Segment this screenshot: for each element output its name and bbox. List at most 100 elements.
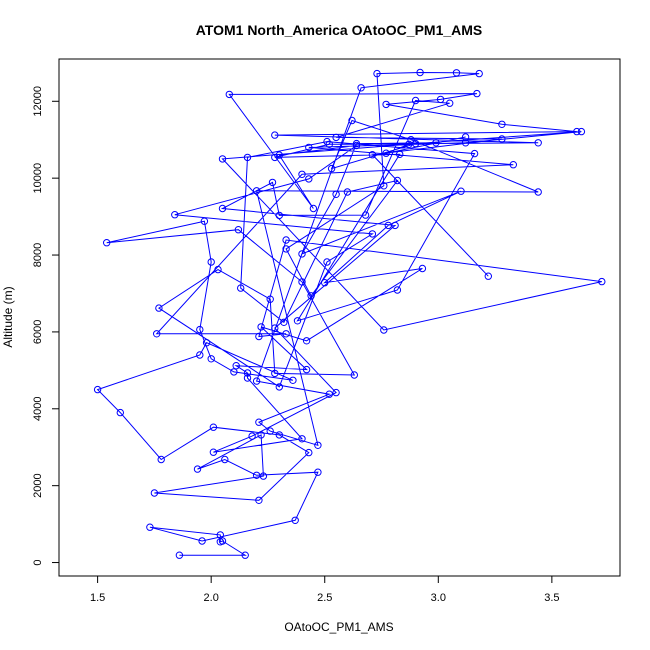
data-point bbox=[332, 190, 340, 199]
data-point bbox=[255, 418, 263, 426]
data-point bbox=[350, 371, 358, 379]
data-point bbox=[307, 292, 315, 300]
x-axis: 1.5 2.0 2.5 3.0 3.5 bbox=[90, 575, 560, 604]
data-point bbox=[436, 95, 445, 104]
data-point bbox=[271, 369, 279, 378]
data-point bbox=[234, 226, 243, 234]
data-point bbox=[282, 236, 290, 244]
data-point bbox=[298, 250, 306, 258]
data-point bbox=[461, 139, 470, 147]
data-point bbox=[255, 332, 263, 341]
data-point bbox=[237, 284, 245, 292]
data-point bbox=[509, 161, 517, 169]
data-point bbox=[268, 178, 277, 187]
data-point bbox=[352, 139, 361, 148]
y-axis: 0 2000 4000 6000 8000 10000 12000 bbox=[32, 86, 60, 566]
data-point bbox=[243, 369, 252, 377]
data-point bbox=[243, 153, 252, 162]
data-point bbox=[373, 69, 381, 78]
data-point bbox=[298, 278, 306, 286]
data-point bbox=[171, 211, 179, 219]
data-point bbox=[357, 84, 365, 92]
data-point bbox=[598, 277, 606, 286]
y-tick-label: 0 bbox=[32, 559, 44, 565]
data-point bbox=[393, 176, 402, 185]
data-point bbox=[418, 264, 427, 273]
data-point bbox=[305, 143, 313, 152]
data-point bbox=[452, 69, 461, 77]
data-point bbox=[291, 516, 299, 524]
data-point bbox=[393, 286, 402, 294]
data-point bbox=[411, 96, 420, 105]
data-point bbox=[332, 388, 340, 397]
data-point bbox=[289, 376, 297, 384]
data-point bbox=[280, 318, 288, 326]
data-point bbox=[416, 68, 424, 77]
data-point bbox=[352, 141, 361, 150]
data-point bbox=[407, 136, 415, 144]
data-point bbox=[207, 258, 215, 266]
data-point bbox=[484, 272, 492, 280]
data-point bbox=[257, 431, 265, 439]
data-point bbox=[368, 151, 377, 159]
data-point bbox=[457, 187, 465, 195]
x-tick-label: 2.0 bbox=[204, 592, 219, 604]
data-point bbox=[225, 90, 234, 99]
data-point bbox=[216, 531, 225, 539]
x-tick-label: 2.5 bbox=[317, 592, 332, 604]
data-point bbox=[252, 377, 261, 385]
data-point bbox=[243, 374, 252, 382]
data-point bbox=[323, 137, 331, 146]
data-point bbox=[193, 465, 202, 473]
y-tick-label: 2000 bbox=[32, 473, 44, 497]
data-point bbox=[198, 537, 206, 545]
data-point bbox=[157, 455, 165, 464]
data-point bbox=[577, 127, 586, 136]
data-point bbox=[230, 368, 238, 376]
data-point bbox=[293, 317, 302, 325]
data-point bbox=[382, 100, 390, 109]
y-tick-label: 12000 bbox=[32, 86, 44, 117]
data-point bbox=[266, 427, 274, 435]
data-point bbox=[309, 204, 318, 213]
data-point bbox=[93, 385, 102, 394]
data-point bbox=[534, 139, 542, 147]
data-point bbox=[196, 325, 204, 334]
data-point bbox=[305, 175, 313, 183]
data-point bbox=[380, 182, 388, 190]
data-point bbox=[298, 170, 306, 179]
data-point bbox=[282, 245, 290, 253]
data-point bbox=[314, 441, 322, 449]
data-point bbox=[348, 116, 356, 125]
data-point bbox=[498, 120, 506, 129]
series-line bbox=[96, 71, 602, 556]
data-point bbox=[461, 133, 470, 141]
data-point bbox=[327, 164, 336, 173]
data-point bbox=[207, 355, 215, 363]
data-point bbox=[475, 69, 483, 78]
data-point bbox=[209, 423, 218, 431]
y-tick-label: 4000 bbox=[32, 397, 44, 421]
data-point bbox=[302, 337, 311, 345]
data-point bbox=[534, 188, 542, 196]
data-point bbox=[202, 339, 211, 347]
data-point bbox=[275, 383, 283, 391]
data-point bbox=[116, 408, 125, 417]
data-point bbox=[175, 551, 184, 559]
data-point bbox=[150, 489, 159, 497]
data-point bbox=[473, 89, 481, 98]
data-point bbox=[255, 496, 263, 504]
data-point bbox=[332, 133, 340, 142]
data-point bbox=[282, 330, 290, 338]
data-point bbox=[259, 472, 268, 480]
data-point bbox=[196, 351, 204, 359]
x-tick-label: 3.0 bbox=[431, 592, 446, 604]
data-point bbox=[155, 304, 163, 312]
data-point bbox=[573, 127, 581, 136]
data-point bbox=[209, 448, 218, 456]
data-point bbox=[218, 155, 227, 163]
data-point bbox=[396, 150, 404, 159]
data-point bbox=[391, 221, 399, 230]
data-point bbox=[298, 435, 306, 443]
